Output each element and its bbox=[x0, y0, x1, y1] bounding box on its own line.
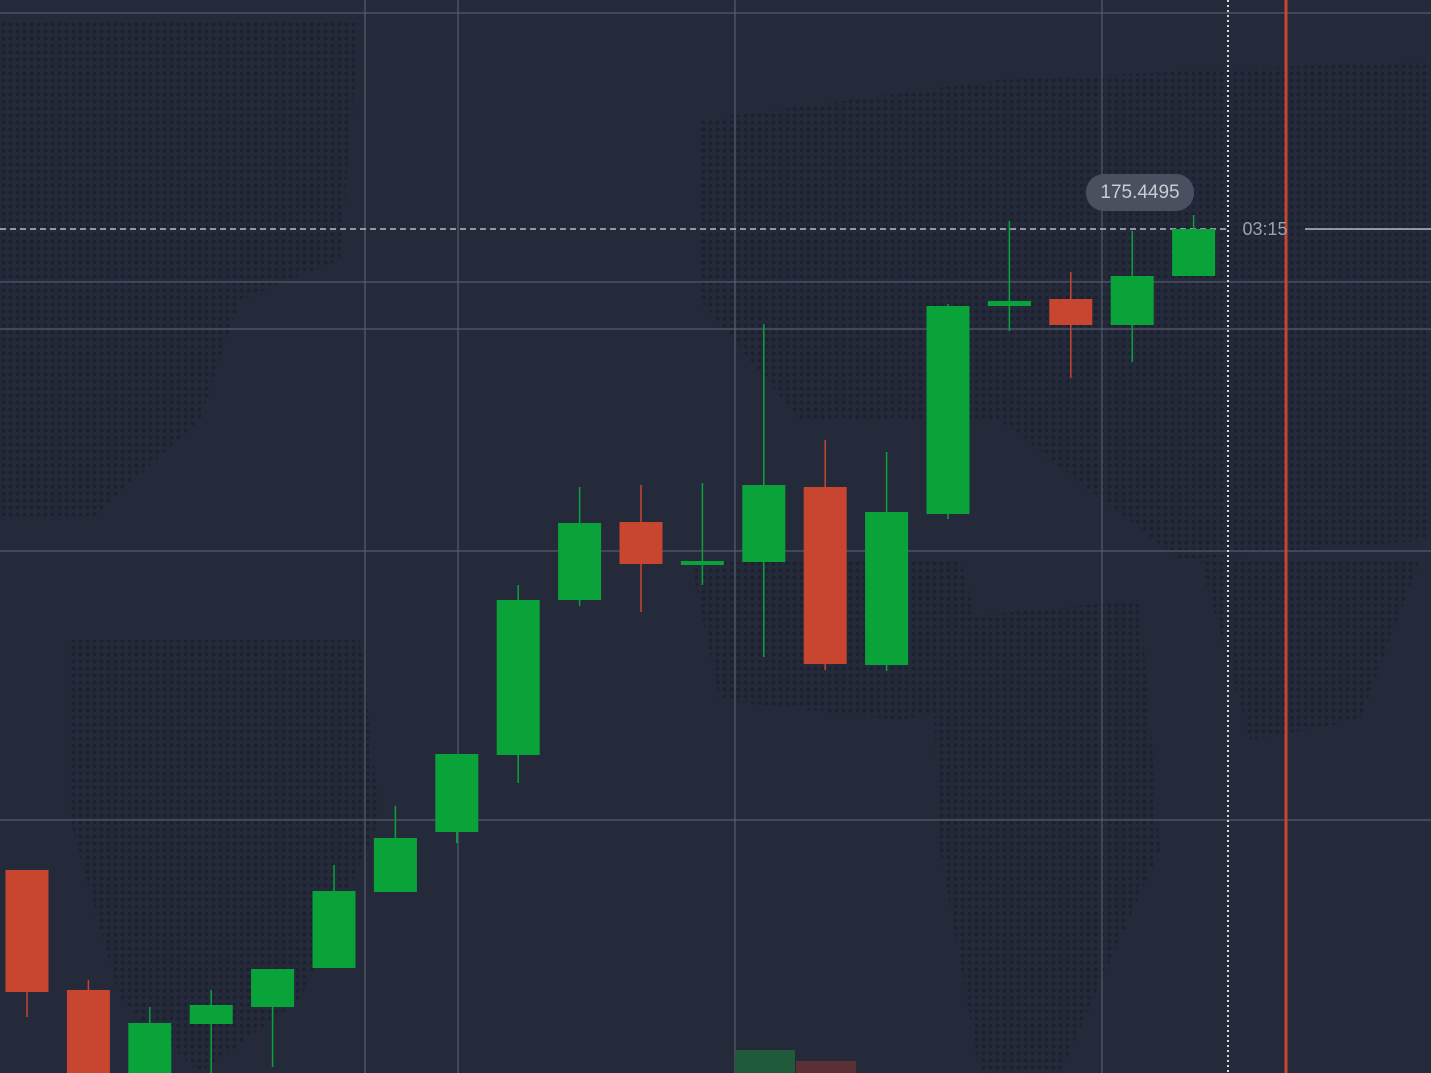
candle-body bbox=[66, 990, 110, 1073]
candle-body bbox=[926, 306, 970, 514]
candle-body bbox=[1172, 229, 1216, 276]
candle-body bbox=[435, 754, 479, 832]
candle-body bbox=[558, 523, 602, 600]
candle-body bbox=[803, 487, 847, 664]
candle-body bbox=[496, 600, 540, 755]
candle-body bbox=[619, 522, 663, 564]
candle-body bbox=[5, 870, 49, 992]
candle-body bbox=[189, 1005, 233, 1024]
candle-body bbox=[373, 838, 417, 892]
volume-bar bbox=[735, 1050, 795, 1073]
price-badge bbox=[1086, 174, 1194, 211]
candle-body bbox=[680, 561, 724, 565]
candles bbox=[5, 215, 1216, 1073]
price-label: 175.4495 bbox=[1100, 182, 1179, 203]
candle-body bbox=[742, 485, 786, 562]
timer: 03:15 bbox=[1242, 219, 1287, 239]
candle-body bbox=[1110, 276, 1154, 325]
candle-body bbox=[1049, 299, 1093, 325]
candle-body bbox=[128, 1023, 172, 1073]
volume-bar bbox=[796, 1061, 856, 1073]
candle-body bbox=[312, 891, 356, 968]
candle-body bbox=[865, 512, 909, 665]
candle-body bbox=[251, 969, 295, 1007]
candle-body bbox=[987, 301, 1031, 306]
